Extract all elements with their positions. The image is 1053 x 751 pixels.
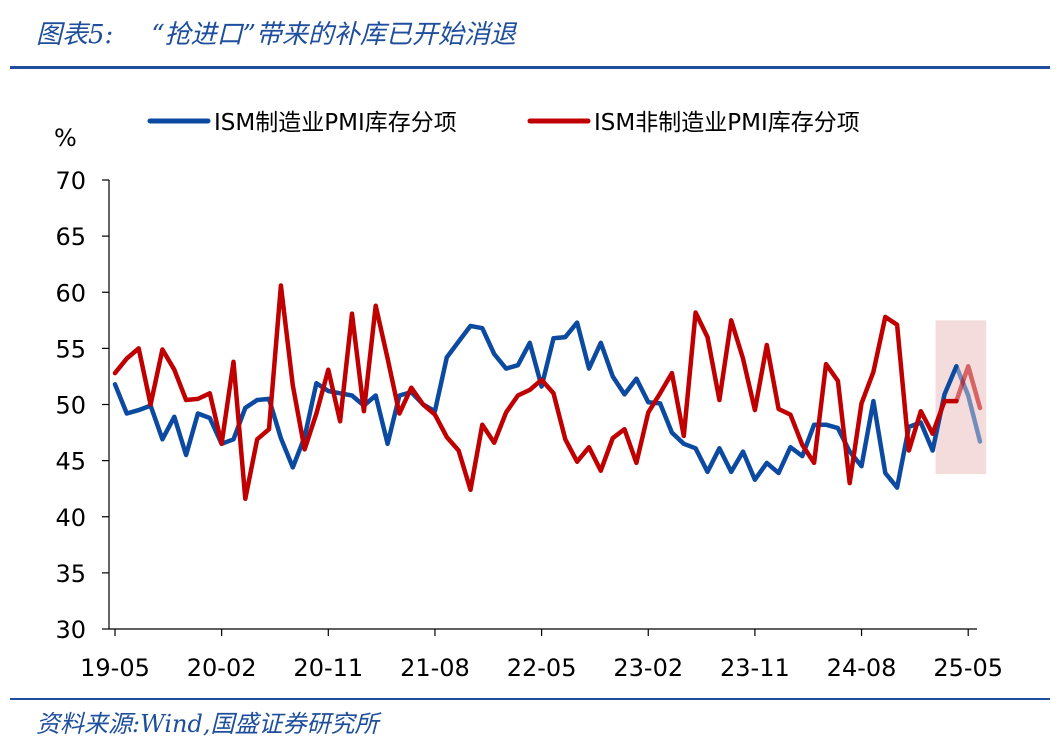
legend-label-2: ISM非制造业PMI库存分项 (594, 110, 860, 136)
x-tick-label-23-11: 23-11 (720, 654, 790, 682)
y-tick-label-30: 30 (55, 616, 86, 644)
x-tick-label-19-05: 19-05 (80, 654, 150, 682)
series-line-2 (112, 283, 959, 502)
series-line-2-recent (954, 364, 983, 411)
x-tick-label-24-08: 24-08 (827, 654, 897, 682)
figure-title: 图表5: “抢进口”带来的补库已开始消退 (36, 14, 516, 51)
y-tick-label-60: 60 (55, 279, 86, 307)
bottom-rule (10, 698, 1050, 700)
x-tick-label-20-02: 20-02 (187, 654, 257, 682)
y-tick-label-45: 45 (55, 448, 86, 476)
top-rule (10, 66, 1050, 69)
y-tick-label-55: 55 (55, 335, 86, 363)
y-tick-label-35: 35 (55, 560, 86, 588)
legend-label-1: ISM制造业PMI库存分项 (214, 110, 457, 136)
x-tick-label-21-08: 21-08 (400, 654, 470, 682)
x-tick-label-23-02: 23-02 (613, 654, 683, 682)
y-tick-label-70: 70 (55, 167, 86, 195)
y-tick-label-40: 40 (55, 504, 86, 532)
figure-title-text: “抢进口”带来的补库已开始消退 (151, 20, 516, 50)
figure-label: 图表5: (36, 20, 114, 50)
x-tick-label-20-11: 20-11 (293, 654, 363, 682)
y-tick-label-50: 50 (55, 392, 86, 420)
x-tick-label-25-05: 25-05 (933, 654, 1003, 682)
series-line-1-recent (954, 364, 983, 444)
y-tick-label-65: 65 (55, 223, 86, 251)
x-tick-label-22-05: 22-05 (507, 654, 577, 682)
series-line-1 (112, 320, 959, 490)
source-note: 资料来源:Wind,国盛证券研究所 (36, 710, 379, 738)
y-axis-unit-label: % (54, 124, 77, 152)
